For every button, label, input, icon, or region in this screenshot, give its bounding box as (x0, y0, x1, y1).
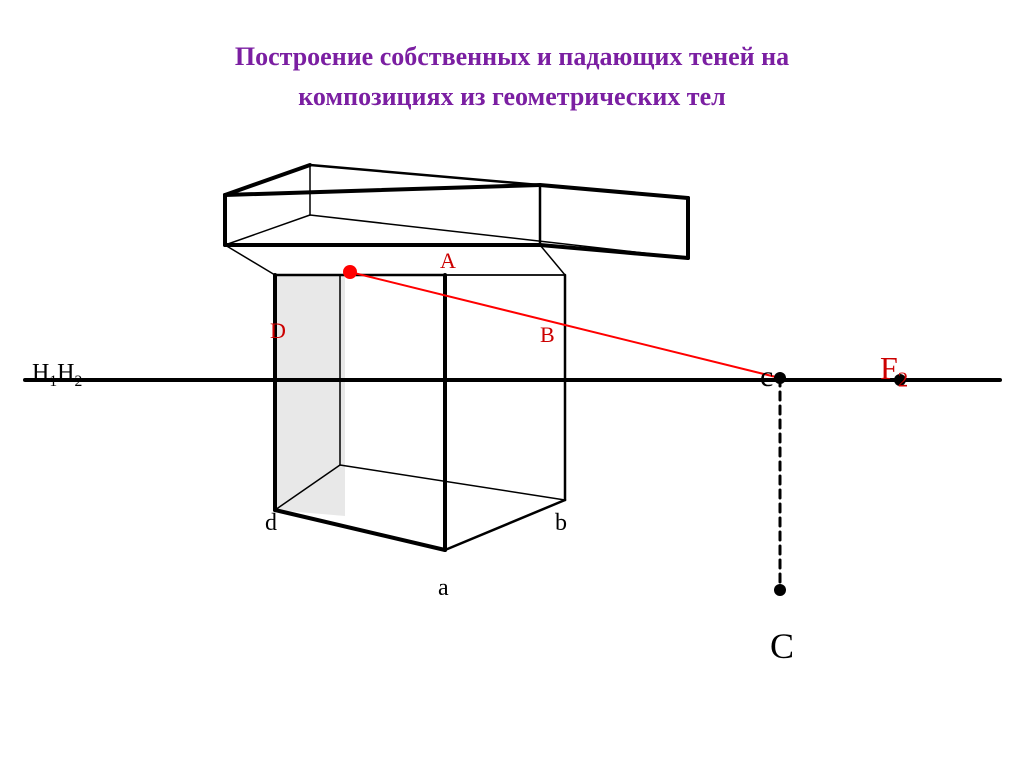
geometry-diagram (0, 0, 1024, 767)
label-F2: F2 (880, 350, 908, 392)
label-D: D (270, 318, 286, 344)
label-c: c (760, 360, 773, 394)
label-B: B (540, 322, 555, 348)
label-C: C (770, 625, 794, 667)
label-H1H2: H1H2 (32, 360, 82, 391)
label-a: a (438, 575, 449, 602)
label-b: b (555, 510, 567, 537)
label-A: A (440, 248, 456, 274)
label-d: d (265, 510, 277, 537)
